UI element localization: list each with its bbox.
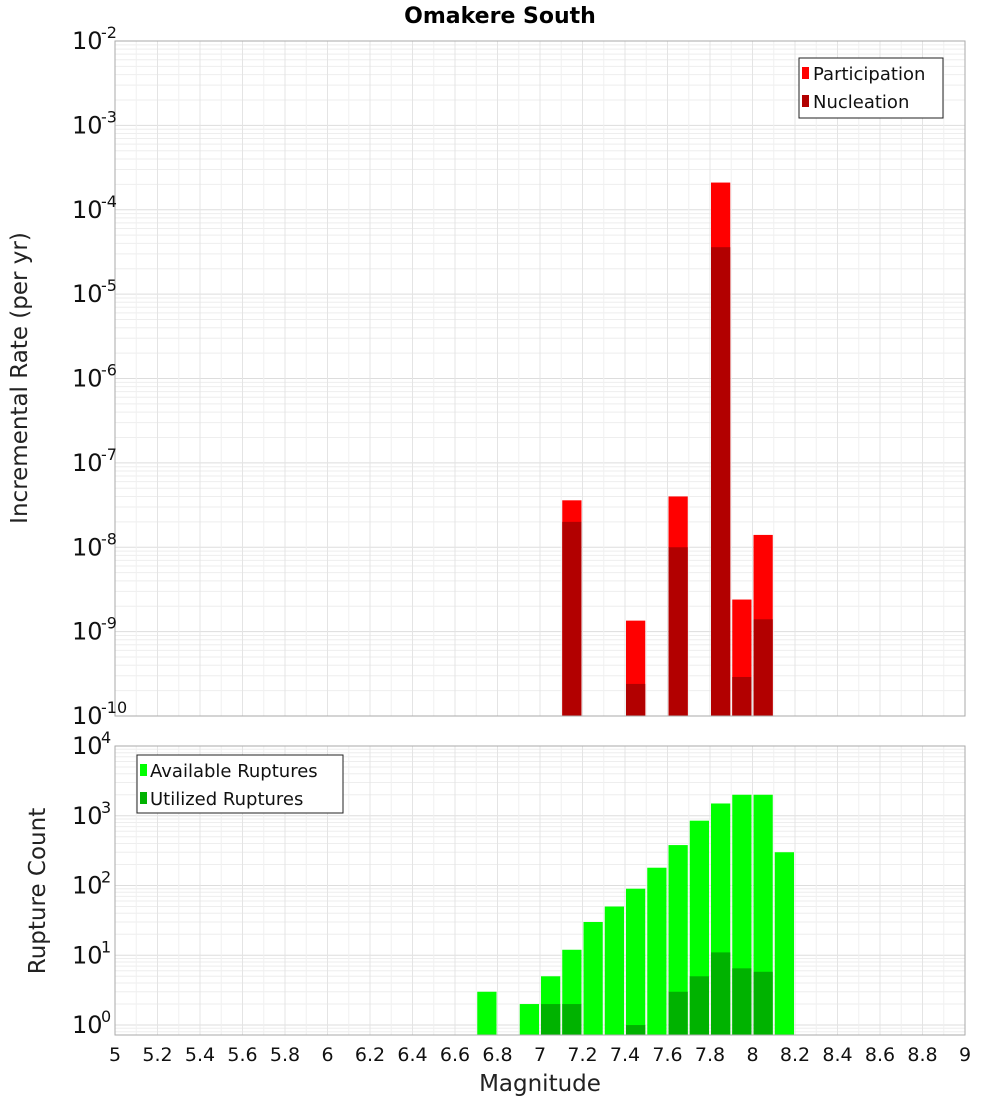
bottom-bar-s1: [668, 845, 688, 1035]
xtick-label: 6.6: [440, 1044, 470, 1066]
top-bar-s2: [753, 619, 773, 716]
top-ytick-exponent: -2: [101, 23, 117, 42]
xtick-label: 5.2: [142, 1044, 172, 1066]
bottom-ytick-label: 10: [72, 941, 103, 969]
top-ytick-label: 10: [72, 533, 103, 561]
xtick-label: 5.8: [270, 1044, 300, 1066]
top-y-axis-label: Incremental Rate (per yr): [7, 232, 33, 524]
top-plot-frame: [114, 40, 966, 717]
legend-utilized-swatch: [140, 792, 147, 804]
xtick-label: 7.6: [652, 1044, 682, 1066]
top-ytick-exponent: -8: [101, 529, 117, 548]
top-ytick-exponent: -6: [101, 361, 117, 380]
bottom-bar-s2: [668, 991, 688, 1035]
top-bar-s2: [668, 547, 688, 716]
xtick-label: 8.2: [780, 1044, 810, 1066]
legend-participation-swatch: [802, 67, 809, 79]
top-ytick-exponent: -3: [101, 107, 117, 126]
bottom-bar-s2: [541, 1004, 561, 1035]
bottom-bar-s1: [583, 922, 603, 1035]
legend-nucleation-label: Nucleation: [813, 92, 909, 113]
top-ytick-label: 10: [72, 111, 103, 139]
bottom-bar-s2: [732, 968, 752, 1035]
chart-title: Omakere South: [404, 4, 596, 29]
legend-utilized-label: Utilized Ruptures: [150, 789, 303, 810]
xtick-label: 7: [534, 1044, 546, 1066]
top-gridlines: [114, 41, 966, 717]
bottom-ytick-label: 10: [72, 802, 103, 830]
bottom-bar-s2: [562, 1004, 582, 1035]
top-ytick-exponent: -5: [101, 276, 117, 295]
bottom-bar-s1: [477, 991, 497, 1035]
bottom-ytick-exponent: 0: [101, 1007, 111, 1026]
xtick-label: 7.2: [567, 1044, 597, 1066]
bottom-legend: Available Ruptures Utilized Ruptures: [136, 754, 344, 814]
top-bars: [562, 182, 773, 716]
top-ytick-label: 10: [72, 27, 103, 55]
bottom-ytick-exponent: 2: [101, 868, 111, 887]
top-bar-s2: [626, 683, 646, 716]
xtick-label: 8.6: [865, 1044, 895, 1066]
bottom-bar-s1: [519, 1004, 539, 1035]
bottom-bar-s1: [604, 906, 624, 1035]
bottom-bar-s2: [753, 971, 773, 1035]
xtick-label: 7.8: [695, 1044, 725, 1066]
bottom-bar-s1: [626, 888, 646, 1035]
xtick-label: 6: [321, 1044, 333, 1066]
top-ytick-label: 10: [72, 702, 103, 730]
legend-available-swatch: [140, 764, 147, 776]
bottom-ytick-exponent: 1: [101, 937, 111, 956]
legend-nucleation-swatch: [802, 95, 809, 107]
xtick-label: 5.4: [185, 1044, 215, 1066]
xtick-label: 5.6: [227, 1044, 257, 1066]
bottom-plot-frame: [114, 745, 966, 1036]
xtick-label: 5: [109, 1044, 121, 1066]
top-legend: Participation Nucleation: [798, 57, 944, 119]
bottom-ytick-exponent: 3: [101, 798, 111, 817]
bottom-bar-s1: [647, 867, 667, 1035]
xtick-label: 6.2: [355, 1044, 385, 1066]
top-ytick-exponent: -10: [101, 698, 127, 717]
bottom-ytick-exponent: 4: [101, 728, 111, 747]
bottom-ytick-label: 10: [72, 732, 103, 760]
top-ytick-label: 10: [72, 449, 103, 477]
top-ytick-label: 10: [72, 618, 103, 646]
top-ytick-label: 10: [72, 280, 103, 308]
top-ytick-label: 10: [72, 196, 103, 224]
xtick-label: 6.4: [397, 1044, 427, 1066]
bottom-bar-s1: [774, 852, 794, 1035]
xtick-label: 8: [746, 1044, 758, 1066]
x-ticks: 5 5.2 5.4 5.6 5.8 6 6.2 6.4 6.6 6.8 7 7.2 7.4 7.6 7.8 8…: [109, 1044, 971, 1066]
top-ytick-label: 10: [72, 365, 103, 393]
legend-participation-label: Participation: [813, 64, 925, 85]
top-bar-s2: [732, 676, 752, 716]
legend-available-label: Available Ruptures: [150, 761, 318, 782]
bottom-bar-s2: [626, 1025, 646, 1035]
bottom-ytick-label: 10: [72, 872, 103, 900]
bottom-bars: [477, 794, 794, 1035]
xtick-label: 6.8: [482, 1044, 512, 1066]
bottom-ytick-label: 10: [72, 1011, 103, 1039]
xtick-label: 7.4: [610, 1044, 640, 1066]
bottom-bar-s2: [689, 976, 709, 1035]
top-bar-s2: [562, 521, 582, 716]
bottom-y-axis-label: Rupture Count: [25, 808, 51, 974]
xtick-label: 9: [959, 1044, 971, 1066]
top-bar-s2: [711, 247, 731, 716]
bottom-bar-s2: [711, 952, 731, 1035]
xtick-label: 8.8: [907, 1044, 937, 1066]
x-axis-label: Magnitude: [479, 1071, 601, 1097]
top-ytick-exponent: -9: [101, 614, 117, 633]
top-ytick-exponent: -7: [101, 445, 117, 464]
xtick-label: 8.4: [822, 1044, 852, 1066]
top-ytick-exponent: -4: [101, 192, 117, 211]
